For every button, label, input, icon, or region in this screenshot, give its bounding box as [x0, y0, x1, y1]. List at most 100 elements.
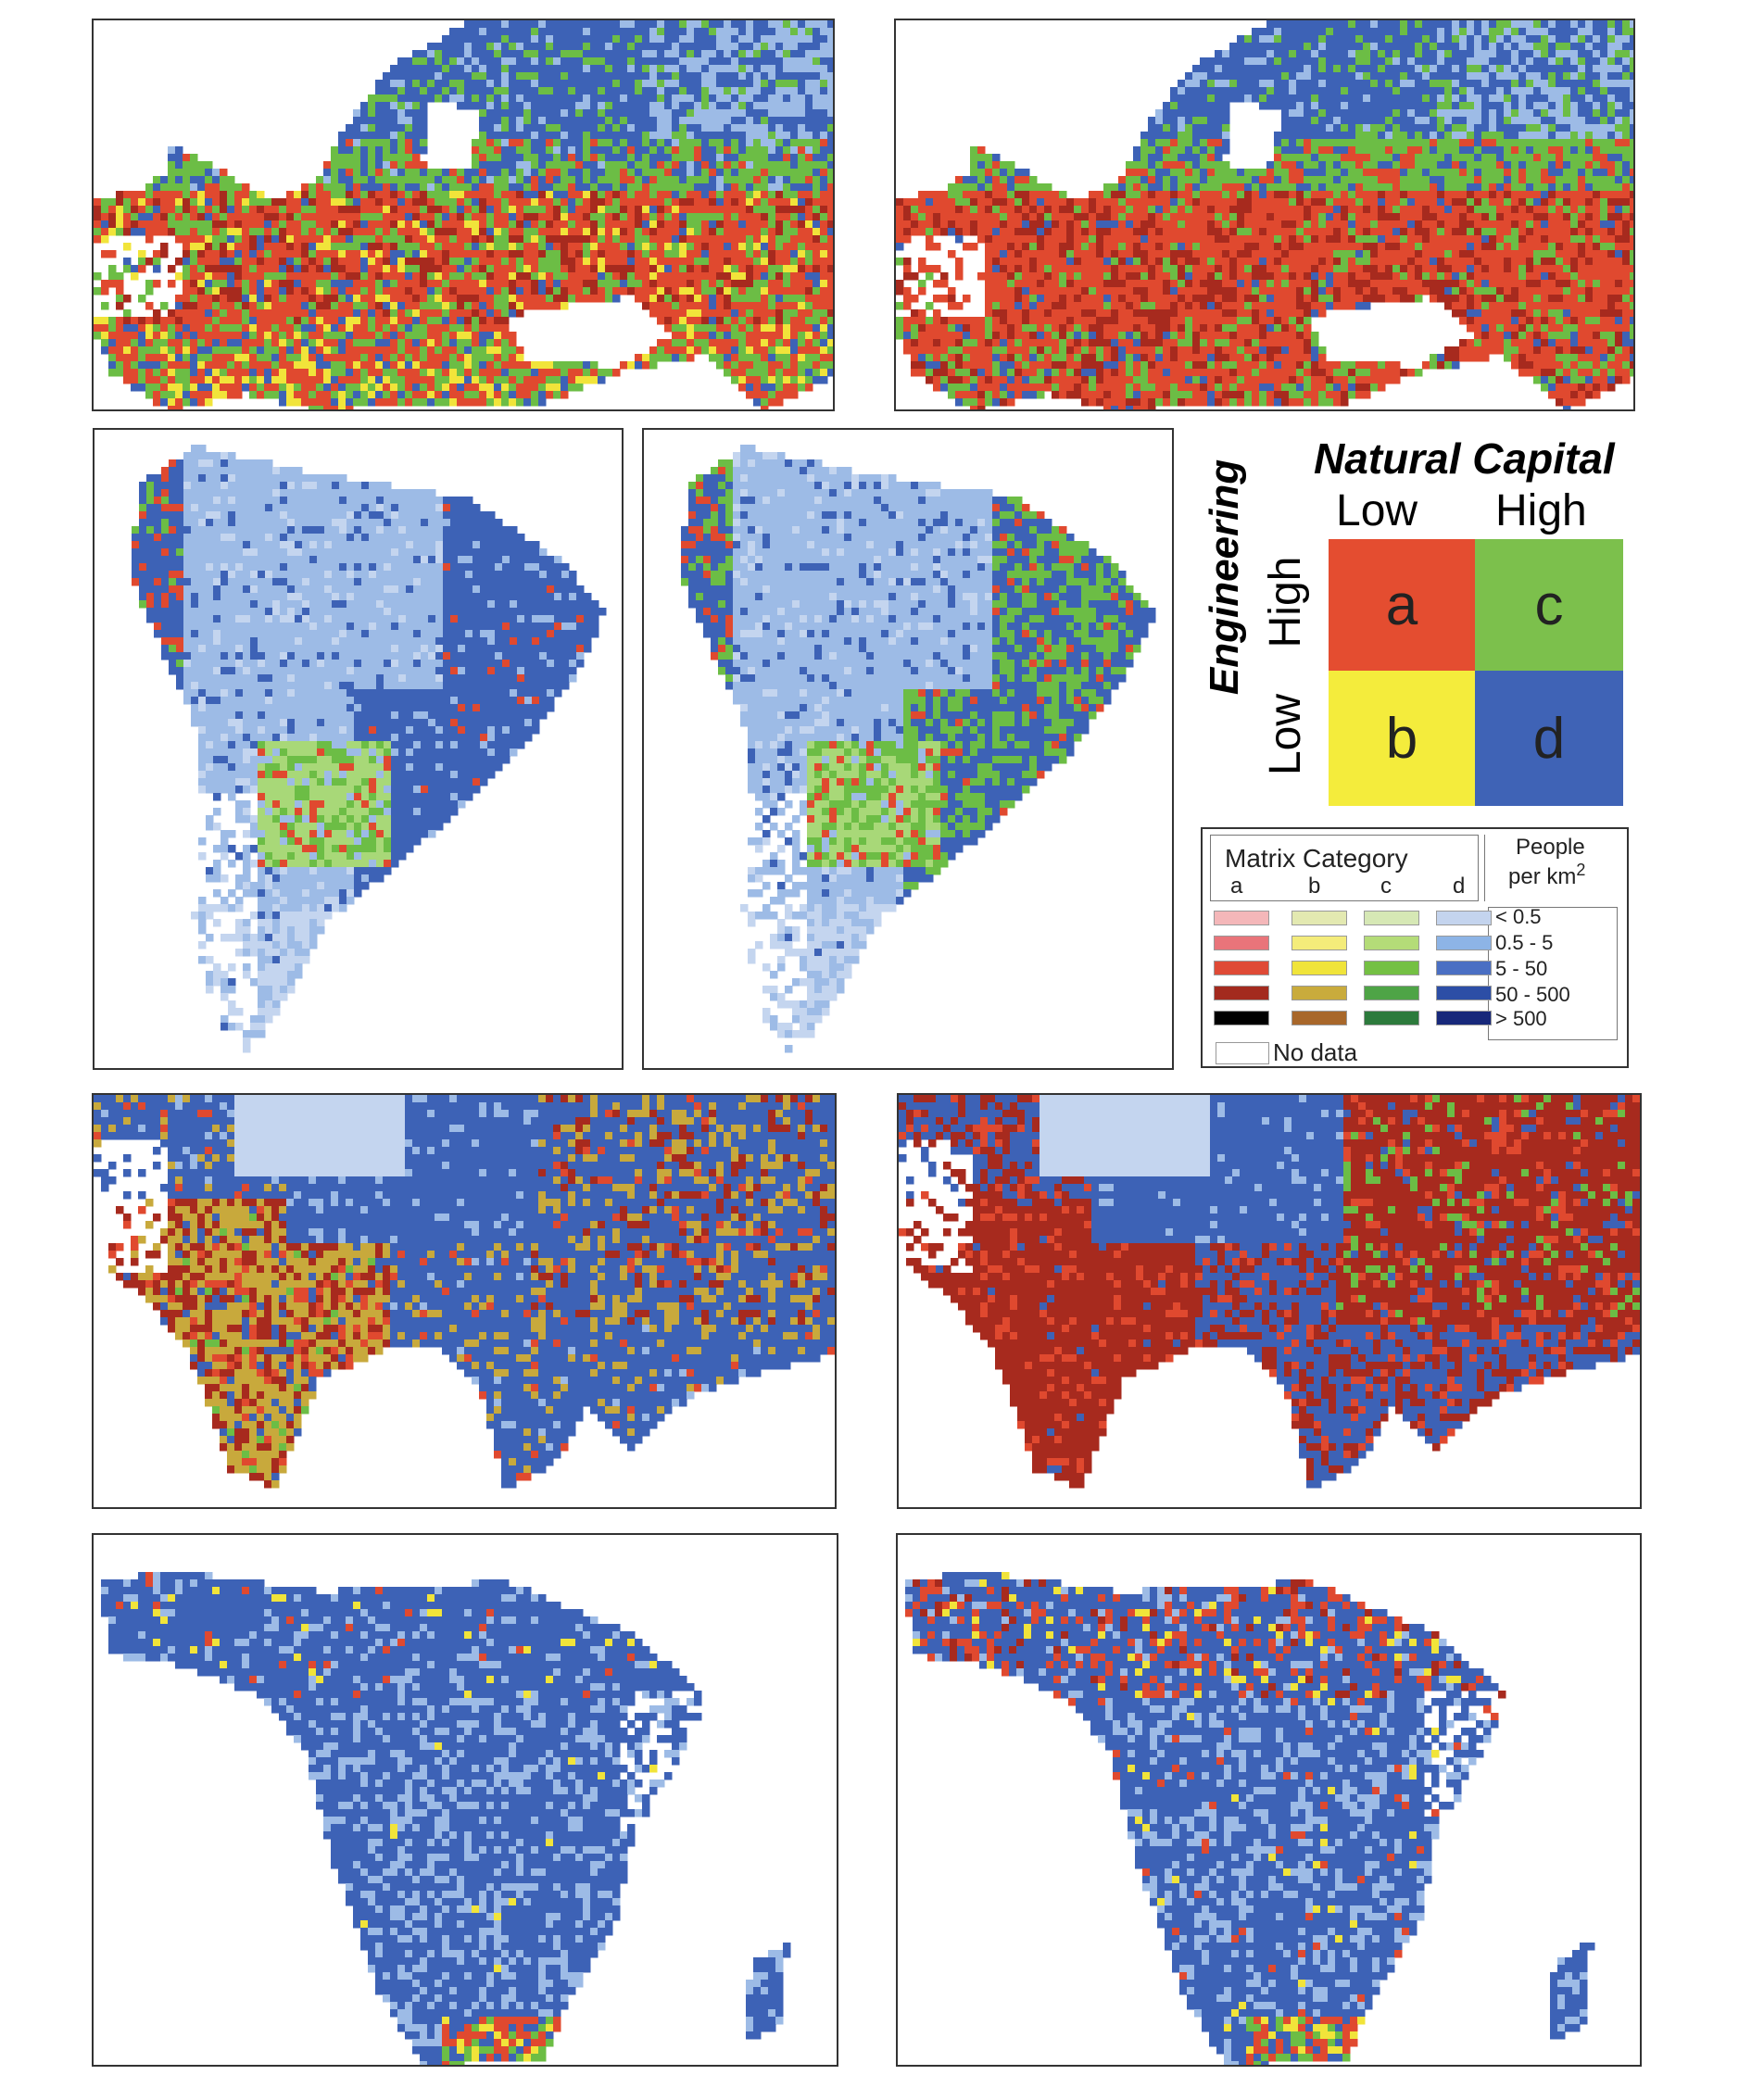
europe-left-map-cell: [175, 146, 183, 155]
europe-left-map-cell: [323, 280, 332, 288]
europe-left-map-cell: [790, 295, 799, 303]
europe-left-map-cell: [449, 243, 458, 251]
europe-right-map: [896, 20, 1633, 409]
europe-left-map-cell: [746, 317, 754, 325]
europe-left-map-cell: [116, 295, 124, 303]
europe-right-map-cell: [1296, 117, 1304, 125]
europe-right-map-cell: [1311, 72, 1319, 81]
europe-left-map-cell: [427, 213, 435, 221]
europe-left-map-cell: [813, 146, 821, 155]
europe-right-map-cell: [1452, 117, 1460, 125]
europe-left-map-cell: [442, 295, 450, 303]
europe-left-map-cell: [494, 50, 502, 58]
europe-left-map-cell: [642, 280, 650, 288]
europe-right-map-cell: [1467, 35, 1475, 44]
europe-left-map-cell: [768, 109, 776, 118]
europe-left-map-cell: [205, 191, 213, 199]
europe-right-map-cell: [1496, 35, 1505, 44]
europe-left-map-cell: [457, 265, 465, 273]
europe-left-map-cell: [531, 28, 539, 36]
europe-left-map-cell: [827, 43, 833, 51]
europe-left-map-cell: [190, 280, 198, 288]
europe-left-map-cell: [590, 250, 598, 258]
europe-left-map-cell: [435, 272, 443, 281]
europe-left-map-cell: [442, 339, 450, 347]
europe-left-map-cell: [316, 206, 324, 214]
europe-left-map-cell: [687, 65, 695, 73]
europe-left-map-cell: [523, 258, 532, 266]
europe-left-map-cell: [612, 35, 621, 44]
europe-left-map-cell: [701, 72, 710, 81]
europe-left-map-cell: [279, 317, 287, 325]
europe-left-map-cell: [679, 206, 687, 214]
europe-left-map-cell: [783, 28, 791, 36]
europe-left-map-cell: [212, 346, 220, 355]
europe-left-map-cell: [561, 295, 569, 303]
europe-right-map-cell: [1192, 146, 1201, 155]
europe-right-map-cell: [1607, 94, 1616, 103]
europe-right-map-cell: [1355, 80, 1364, 88]
europe-left-map-cell: [509, 235, 517, 244]
europe-left-map-cell: [672, 235, 680, 244]
europe-left-map-cell: [561, 43, 569, 51]
europe-left-map-cell: [642, 250, 650, 258]
europe-left-map-cell: [827, 183, 833, 192]
europe-right-map-cell: [1585, 87, 1594, 95]
europe-left-map-cell: [679, 220, 687, 229]
europe-left-map-cell: [390, 376, 398, 384]
europe-left-map-cell: [486, 198, 495, 207]
europe-left-map-cell: [538, 132, 547, 140]
europe-right-map-cell: [1207, 117, 1216, 125]
europe-right-map-cell: [1348, 80, 1356, 88]
europe-left-map-cell: [383, 384, 391, 392]
europe-right-map-cell: [1289, 117, 1297, 125]
europe-right-map-cell: [1133, 146, 1141, 155]
europe-right-map-cell: [1607, 57, 1616, 66]
europe-left-map-cell: [323, 332, 332, 340]
europe-right-map-cell: [1518, 124, 1527, 132]
europe-left-map-cell: [583, 206, 591, 214]
europe-left-map-cell: [575, 213, 584, 221]
europe-left-map-cell: [472, 376, 480, 384]
europe-left-map-cell: [420, 384, 428, 392]
europe-left-map-cell: [805, 280, 813, 288]
europe-right-map-cell: [1570, 87, 1579, 95]
europe-left-map-cell: [405, 80, 413, 88]
europe-left-map-cell: [694, 102, 702, 110]
europe-left-map-cell: [264, 258, 272, 266]
europe-left-map-cell: [286, 332, 295, 340]
europe-left-map-cell: [568, 183, 576, 192]
europe-right-map-cell: [1252, 43, 1260, 51]
europe-left-map-cell: [479, 50, 487, 58]
europe-left-map-cell: [397, 243, 406, 251]
europe-left-map-cell: [746, 384, 754, 392]
europe-left-map-cell: [598, 28, 606, 36]
europe-left-map-cell: [820, 272, 828, 281]
europe-right-map-cell: [1311, 43, 1319, 51]
europe-right-map-cell: [1200, 80, 1208, 88]
europe-left-map-cell: [301, 287, 309, 296]
europe-left-map-cell: [190, 376, 198, 384]
europe-left-map-cell: [657, 287, 665, 296]
europe-right-map-cell: [1363, 80, 1371, 88]
europe-left-map-cell: [375, 228, 384, 236]
europe-left-map-cell: [212, 228, 220, 236]
europe-right-map-cell: [1526, 146, 1534, 155]
europe-left-map-cell: [568, 72, 576, 81]
europe-left-map-cell: [649, 183, 658, 192]
europe-left-map-cell: [649, 117, 658, 125]
europe-left-map-cell: [494, 102, 502, 110]
europe-left-map-cell: [827, 20, 833, 29]
europe-left-map-cell: [790, 213, 799, 221]
europe-left-map-cell: [472, 161, 480, 170]
europe-left-map-cell: [279, 398, 287, 407]
europe-left-map-cell: [709, 309, 717, 318]
europe-left-map-cell: [546, 235, 554, 244]
europe-left-map-cell: [568, 43, 576, 51]
europe-right-map-cell: [1185, 139, 1193, 147]
europe-left-map-cell: [168, 198, 176, 207]
europe-left-map-cell: [775, 235, 784, 244]
europe-right-map-cell: [1318, 117, 1327, 125]
europe-right-map-cell: [1474, 124, 1482, 132]
europe-left-map-cell: [731, 72, 739, 81]
